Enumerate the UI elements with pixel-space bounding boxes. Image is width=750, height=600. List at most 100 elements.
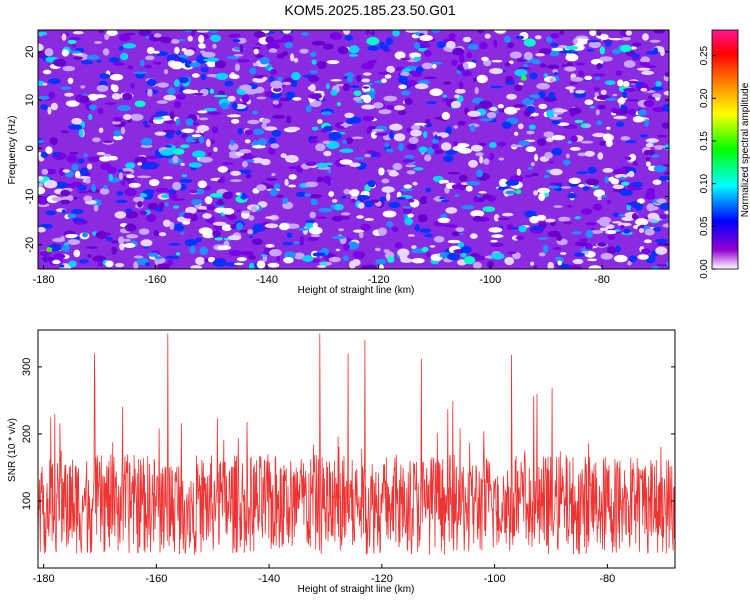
heatmap-cell <box>279 223 290 231</box>
heatmap-cell <box>68 124 83 130</box>
heatmap-cell <box>59 264 65 268</box>
heatmap-cell <box>587 166 597 174</box>
heatmap-cell <box>295 165 301 173</box>
heatmap-cell <box>63 249 70 252</box>
heatmap-cell <box>646 218 656 222</box>
heatmap-cell <box>386 105 395 110</box>
heatmap-cell <box>339 159 353 165</box>
heatmap-cell <box>182 89 195 94</box>
heatmap-cell <box>290 53 295 62</box>
heatmap-cell <box>523 63 528 67</box>
heatmap-cell <box>38 140 45 144</box>
heatmap-cell <box>285 91 296 100</box>
heatmap-cell <box>312 252 326 257</box>
heatmap-cell <box>643 149 655 156</box>
heatmap-cell <box>560 252 567 255</box>
heatmap-cell <box>228 33 237 38</box>
heatmap-cell <box>525 146 537 153</box>
heatmap-cell <box>551 147 563 156</box>
heatmap-cell <box>120 126 126 135</box>
heatmap-cell <box>371 131 378 139</box>
heatmap-cell <box>559 30 565 35</box>
heatmap-cell <box>301 32 309 36</box>
y-tick-label: 200 <box>21 425 33 443</box>
heatmap-cell <box>45 210 56 216</box>
heatmap-cell <box>65 233 78 239</box>
heatmap-cell <box>505 180 519 186</box>
heatmap-cell <box>626 203 631 211</box>
heatmap-cell <box>528 124 536 130</box>
heatmap-cell <box>366 128 371 135</box>
heatmap-cell <box>185 118 194 127</box>
heatmap-cell <box>386 192 391 201</box>
heatmap-cell <box>270 143 280 149</box>
heatmap-cell <box>67 213 76 219</box>
heatmap-cell <box>62 169 71 173</box>
heatmap-cell <box>328 131 342 141</box>
heatmap-cell <box>232 39 241 43</box>
heatmap-cell <box>153 50 160 54</box>
heatmap-cell <box>620 104 626 111</box>
heatmap-cell <box>164 202 169 207</box>
heatmap-cell <box>597 196 602 201</box>
heatmap-cell <box>385 148 394 153</box>
heatmap-cell <box>52 237 65 243</box>
heatmap-cell <box>167 87 176 95</box>
heatmap-cell <box>149 179 160 187</box>
heatmap-cell <box>266 42 280 50</box>
heatmap-cell <box>339 215 350 220</box>
heatmap-cell <box>394 242 403 249</box>
heatmap-cell <box>645 51 659 55</box>
heatmap-cell <box>191 134 202 138</box>
heatmap-cell <box>293 252 305 260</box>
heatmap-cell <box>651 86 664 91</box>
heatmap-cell <box>501 212 514 217</box>
heatmap-cell <box>234 63 240 72</box>
heatmap-cell <box>620 44 632 53</box>
heatmap-cell <box>434 149 444 154</box>
heatmap-cell <box>86 246 98 249</box>
heatmap-cell <box>227 235 242 241</box>
heatmap-cell <box>196 30 210 33</box>
heatmap-cell <box>349 85 360 89</box>
colorbar-label: Normalized spectral amplitude <box>740 82 750 217</box>
heatmap-cell <box>355 100 364 104</box>
heatmap-cell <box>140 239 153 247</box>
heatmap-cell <box>515 235 525 240</box>
heatmap-cell <box>309 211 316 219</box>
heatmap-cell <box>132 196 145 203</box>
heatmap-cell <box>197 180 208 189</box>
heatmap-cell <box>237 37 247 44</box>
heatmap-cell <box>160 36 172 44</box>
heatmap-cell <box>265 177 278 182</box>
heatmap-cell <box>476 74 488 84</box>
heatmap-cell <box>344 35 354 41</box>
heatmap-cell <box>437 217 451 224</box>
heatmap-cell <box>653 165 667 173</box>
heatmap-cell <box>394 51 406 60</box>
heatmap-cell <box>386 65 395 73</box>
heatmap-cell <box>626 99 640 102</box>
heatmap-cell <box>514 84 523 92</box>
heatmap-cell <box>585 124 592 128</box>
heatmap-cell <box>407 213 414 218</box>
heatmap-cell <box>410 129 422 137</box>
heatmap-cell <box>441 199 450 203</box>
heatmap-cell <box>523 109 532 117</box>
heatmap-cell <box>547 230 561 237</box>
heatmap-cell <box>570 76 584 82</box>
heatmap-cell <box>567 204 573 208</box>
heatmap-cell <box>538 90 546 99</box>
heatmap-cell <box>235 192 241 196</box>
heatmap-cell <box>376 152 381 158</box>
heatmap-cell <box>398 75 408 84</box>
heatmap-cell <box>646 203 655 212</box>
heatmap-cell <box>42 69 52 75</box>
heatmap-cell <box>292 97 302 101</box>
heatmap-cell <box>617 222 632 227</box>
x-tick-label: -80 <box>594 274 610 286</box>
heatmap-cell <box>252 47 262 50</box>
heatmap-cell <box>441 111 450 120</box>
heatmap-cell <box>53 253 66 260</box>
heatmap-cell <box>317 119 323 124</box>
